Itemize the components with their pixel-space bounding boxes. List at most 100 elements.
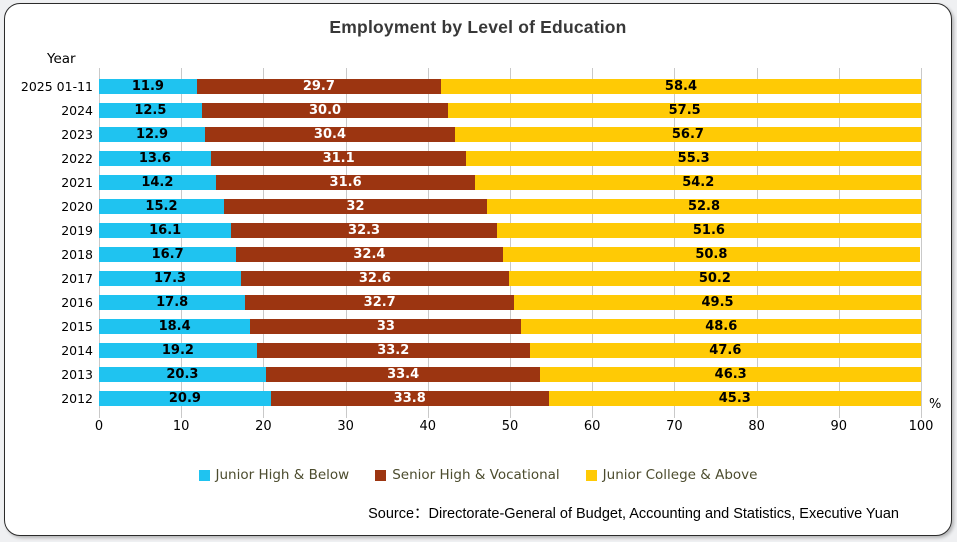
bar-value-label: 48.6: [705, 318, 738, 334]
bar-segment: 52.8: [486, 198, 921, 214]
stacked-bar: 17.3 32.6 50.2: [99, 270, 921, 286]
bar-row: 15.2 32 52.8: [99, 194, 921, 218]
plot-area: 11.9 29.7 58.4 12.5 30.0 57.5 12.9 30.4 56.7 13.6…: [99, 68, 922, 418]
stacked-bar: 14.2 31.6 54.2: [99, 174, 921, 190]
stacked-bar: 12.5 30.0 57.5: [99, 102, 921, 118]
chart-title: Employment by Level of Education: [329, 17, 627, 37]
stacked-bar: 16.7 32.4 50.8: [99, 246, 921, 262]
bar-row: 19.2 33.2 47.6: [99, 338, 921, 362]
x-axis-tick-label: 20: [255, 419, 272, 434]
bar-segment: 33.8: [270, 390, 549, 406]
x-axis-tick-label: 70: [666, 419, 683, 434]
bar-value-label: 32.7: [363, 294, 396, 310]
x-axis-tick-label: 60: [583, 419, 601, 434]
bar-value-label: 32.4: [353, 246, 386, 262]
x-axis-tick-label: 50: [501, 419, 519, 434]
source-note: Source：Directorate-General of Budget, Ac…: [368, 506, 899, 522]
bar-value-label: 46.3: [714, 366, 747, 382]
legend-item: Senior High & Vocational: [375, 467, 560, 483]
x-axis-tick-label: 10: [172, 419, 190, 434]
legend-label: Junior High & Below: [215, 467, 350, 483]
gridline: [756, 68, 758, 418]
legend-swatch-icon: [585, 469, 597, 481]
x-axis-tick-label: 100: [908, 419, 934, 434]
x-axis-labels: 0 10 20 30 40 50 60 70 80 90 100: [95, 419, 934, 435]
legend-swatch-icon: [198, 469, 210, 481]
stacked-bar: 20.3 33.4 46.3: [99, 366, 921, 382]
bar-value-label: 31.6: [329, 174, 362, 190]
bar-row: 13.6 31.1 55.3: [99, 146, 921, 170]
bar-value-label: 56.7: [671, 126, 704, 142]
bar-value-label: 33: [376, 318, 395, 334]
stacked-bar: 11.9 29.7 58.4: [99, 78, 921, 94]
bar-segment: 30.4: [205, 126, 455, 142]
bar-segment: 32.4: [236, 246, 503, 262]
stacked-bar: 18.4 33 48.6: [99, 318, 921, 334]
legend-label: Junior College & Above: [602, 467, 758, 483]
unit-label: %: [929, 397, 942, 412]
y-axis-label: 2014: [61, 342, 93, 358]
bar-value-label: 16.7: [151, 246, 184, 262]
bar-segment: 45.3: [548, 390, 921, 406]
bar-value-label: 18.4: [158, 318, 191, 334]
y-axis-label: 2023: [61, 126, 93, 142]
bar-segment: 50.8: [502, 246, 921, 262]
bar-value-label: 19.2: [161, 342, 194, 358]
x-axis-tick-label: 40: [419, 419, 437, 434]
y-axis-label: 2012: [61, 390, 93, 406]
bar-segment: 20.9: [99, 390, 271, 406]
y-axis-title: Year: [47, 51, 76, 67]
bar-value-label: 32: [346, 198, 365, 214]
bar-segment: 30.0: [201, 102, 449, 118]
bar-row: 16.7 32.4 50.8: [99, 242, 921, 266]
gridline: [592, 68, 594, 418]
bar-row: 18.4 33 48.6: [99, 314, 921, 338]
bar-value-label: 54.2: [682, 174, 715, 190]
gridline: [427, 68, 429, 418]
bar-value-label: 32.6: [358, 270, 391, 286]
bar-value-label: 12.5: [134, 102, 167, 118]
gridline: [99, 68, 100, 418]
bar-row: 11.9 29.7 58.4: [99, 74, 921, 98]
bar-row: 17.3 32.6 50.2: [99, 266, 921, 290]
bar-value-label: 57.5: [668, 102, 701, 118]
bar-row: 14.2 31.6 54.2: [99, 170, 921, 194]
y-axis-labels: 2025 01-11 2024 2023 2022 2021 2020 2019 2018 20…: [5, 74, 93, 410]
bar-segment: 57.5: [448, 102, 921, 118]
stacked-bar: 20.9 33.8 45.3: [99, 390, 921, 406]
bar-value-label: 31.1: [322, 150, 355, 166]
stacked-bar: 17.8 32.7 49.5: [99, 294, 921, 310]
bar-segment: 29.7: [196, 78, 441, 94]
bar-segment: 14.2: [99, 174, 216, 190]
y-axis-label: 2024: [61, 102, 93, 118]
bar-segment: 31.1: [210, 150, 467, 166]
legend: Junior High & Below Senior High & Vocatio…: [5, 467, 951, 483]
legend-item: Junior College & Above: [585, 467, 758, 483]
stacked-bar: 19.2 33.2 47.6: [99, 342, 921, 358]
y-axis-label: 2013: [61, 366, 93, 382]
y-axis-label: 2015: [61, 318, 93, 334]
bar-segment: 17.3: [99, 270, 242, 286]
stacked-bar: 12.9 30.4 56.7: [99, 126, 921, 142]
bar-value-label: 51.6: [692, 222, 725, 238]
bar-segment: 12.5: [99, 102, 202, 118]
bar-value-label: 33.2: [377, 342, 410, 358]
bar-row: 16.1 32.3 51.6: [99, 218, 921, 242]
bar-value-label: 32.3: [348, 222, 381, 238]
y-axis-label: 2022: [61, 150, 93, 166]
x-axis-tick-label: 30: [337, 419, 354, 434]
bar-value-label: 29.7: [302, 78, 335, 94]
bar-segment: 11.9: [99, 78, 197, 94]
bar-segment: 50.2: [508, 270, 921, 286]
bar-segment: 18.4: [99, 318, 251, 334]
gridline: [838, 68, 840, 418]
bar-value-label: 14.2: [141, 174, 174, 190]
bar-segment: 16.1: [99, 222, 232, 238]
bar-segment: 51.6: [496, 222, 921, 238]
bar-value-label: 30.0: [309, 102, 342, 118]
bar-row: 12.9 30.4 56.7: [99, 122, 921, 146]
bar-value-label: 16.1: [149, 222, 182, 238]
y-axis-label: 2021: [61, 174, 93, 190]
bar-segment: 58.4: [440, 78, 921, 94]
legend-swatch-icon: [375, 469, 387, 481]
